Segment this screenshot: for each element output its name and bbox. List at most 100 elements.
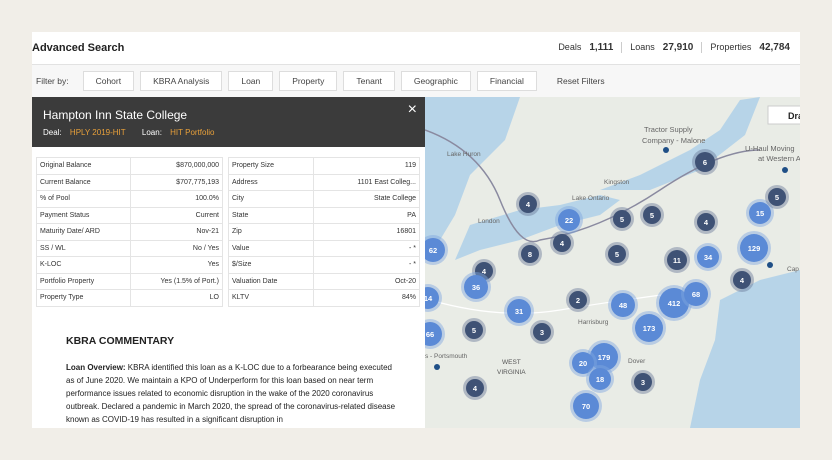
cluster[interactable] [749, 202, 771, 224]
cluster-count: 36 [472, 283, 480, 292]
cluster-count: 31 [515, 307, 523, 316]
field-value: 100.0% [129, 190, 224, 208]
deal[interactable]: HPLY 2019-HIT [69, 128, 126, 137]
cluster[interactable] [608, 245, 626, 263]
header: Advanced Search Deals 1,111 Loans 27,910 Pro… [32, 32, 800, 65]
cluster[interactable] [659, 288, 689, 318]
filter-button[interactable]: Financial [476, 71, 537, 91]
cluster-count: 34 [704, 253, 713, 262]
cluster[interactable] [569, 291, 587, 309]
draw-button[interactable] [767, 105, 800, 125]
cluster[interactable] [643, 206, 661, 224]
cluster-count: 2 [576, 296, 580, 305]
field-value: Oct-20 [312, 272, 421, 290]
field-label: Address [228, 173, 314, 191]
table-row: Payment Status Current [36, 206, 224, 224]
cluster[interactable] [465, 321, 483, 339]
cluster[interactable] [572, 352, 594, 374]
cluster[interactable] [425, 322, 442, 346]
field-value: LO [129, 289, 224, 307]
cluster-count: 20 [579, 359, 587, 368]
filter-button[interactable]: KBRA Analysis [140, 71, 223, 91]
place-label: U-Haul Moving [745, 144, 795, 153]
cluster-count: 4 [526, 200, 531, 209]
cluster-count: 18 [596, 375, 604, 384]
field-value: PA [312, 206, 421, 224]
cluster[interactable] [464, 275, 488, 299]
cluster-count: 70 [582, 402, 590, 411]
close-button[interactable]: × [407, 101, 417, 118]
cluster[interactable] [733, 271, 751, 289]
stat-label: Deals [558, 42, 582, 52]
cluster[interactable] [697, 213, 715, 231]
cluster[interactable] [740, 234, 768, 262]
field-label: Property Size [228, 157, 314, 175]
cluster[interactable] [425, 238, 445, 262]
filter-button[interactable]: Geographic [400, 71, 471, 91]
cluster-count: 66 [426, 330, 434, 339]
cluster-count: 412 [668, 299, 681, 308]
cluster[interactable] [425, 287, 439, 309]
filter-button[interactable]: Property [279, 71, 338, 91]
cluster[interactable] [519, 195, 537, 213]
cluster-count: 62 [429, 246, 437, 255]
filter-label: Filter by: [36, 76, 69, 86]
cluster[interactable] [613, 210, 631, 228]
field-label: Value [228, 239, 314, 257]
filter-button[interactable]: Tenant [343, 71, 395, 91]
cluster[interactable] [695, 152, 715, 172]
cluster[interactable] [635, 314, 663, 342]
cluster[interactable] [697, 246, 719, 268]
cluster-count: 3 [540, 328, 544, 337]
cluster[interactable] [590, 343, 618, 371]
place-label: WEST [502, 359, 521, 366]
stat: Loans 27,910 [621, 42, 701, 53]
cluster-count: 6 [703, 158, 707, 167]
filter-button[interactable]: Loan [228, 71, 274, 91]
place-label: Lake Ontario [572, 195, 610, 202]
cluster-count: 5 [472, 326, 476, 335]
cluster[interactable] [611, 293, 635, 317]
table-row: Portfolio Property Yes (1.5% of Port.) [36, 272, 224, 290]
table-row: Zip 16801 [228, 223, 421, 241]
table-row: Current Balance $707,775,193 [36, 173, 224, 191]
loan[interactable]: HIT Portfolio [170, 128, 215, 137]
cluster[interactable] [589, 368, 611, 390]
cluster[interactable] [533, 323, 551, 341]
field-label: Payment Status [36, 206, 131, 224]
panel-title: Hampton Inn State College [43, 108, 188, 122]
field-label: Maturity Date/ ARD [36, 223, 131, 241]
cluster[interactable] [466, 379, 484, 397]
field-label: Valuation Date [228, 272, 314, 290]
cluster[interactable] [558, 209, 580, 231]
field-value: 84% [312, 289, 421, 307]
field-label: Original Balance [36, 157, 131, 175]
cluster[interactable] [507, 299, 531, 323]
cluster[interactable] [768, 188, 786, 206]
cluster[interactable] [553, 234, 571, 252]
stat-label: Loans [630, 42, 655, 52]
cluster[interactable] [521, 245, 539, 263]
cluster[interactable] [634, 373, 652, 391]
cluster-count: 4 [704, 218, 709, 227]
cluster[interactable] [684, 282, 708, 306]
stat-value: 1,111 [589, 42, 614, 53]
cluster-count: 4 [740, 276, 745, 285]
map[interactable]: Lake Huron London Kingston Lake Ontario Trac… [425, 97, 800, 428]
cluster[interactable] [475, 262, 493, 280]
cluster[interactable] [667, 250, 687, 270]
place-label: London [478, 218, 500, 225]
cluster-count: 14 [425, 294, 433, 303]
commentary-text: KBRA identified this loan as a K-LOC due… [66, 363, 396, 424]
table-row: Valuation Date Oct-20 [228, 272, 421, 290]
stat-label: Properties [710, 42, 752, 52]
map-pin [663, 147, 669, 153]
reset-filters[interactable]: Reset Filters [556, 76, 605, 86]
field-value: $870,000,000 [129, 157, 224, 175]
table-row: Original Balance $870,000,000 [36, 157, 224, 175]
deal-label: Deal: [43, 128, 62, 137]
cluster[interactable] [573, 393, 599, 419]
field-label: Property Type [36, 289, 131, 307]
filter-button[interactable]: Cohort [82, 71, 135, 91]
